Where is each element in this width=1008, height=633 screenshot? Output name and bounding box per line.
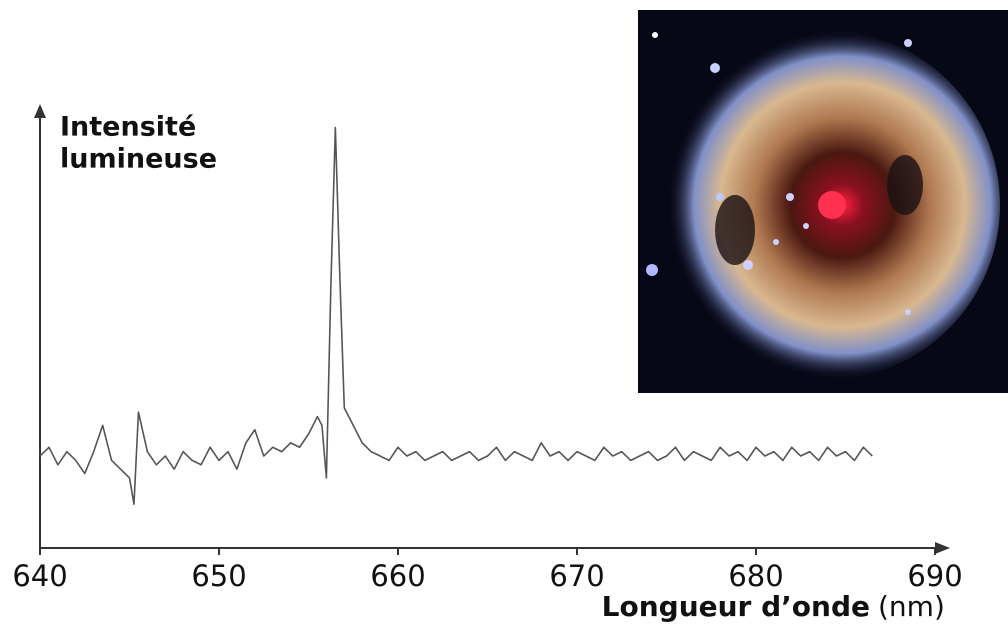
x-tick-label: 680 — [728, 559, 783, 593]
y-label: Intensité — [60, 112, 196, 143]
x-tick-label: 670 — [549, 559, 604, 593]
x-tick-label: 640 — [12, 559, 67, 593]
inset-image — [638, 10, 1008, 393]
axes — [39, 115, 940, 549]
y-arrow — [34, 104, 46, 118]
spectrum-line — [39, 126, 873, 505]
x-tick-label: 660 — [370, 559, 425, 593]
x-label: Longueur d’onde — [602, 590, 870, 623]
x-arrow — [935, 542, 950, 554]
x-unit: (nm) — [878, 590, 945, 623]
x-tick-label: 690 — [907, 559, 962, 593]
y-label: lumineuse — [60, 144, 217, 175]
x-tick-label: 650 — [191, 559, 246, 593]
